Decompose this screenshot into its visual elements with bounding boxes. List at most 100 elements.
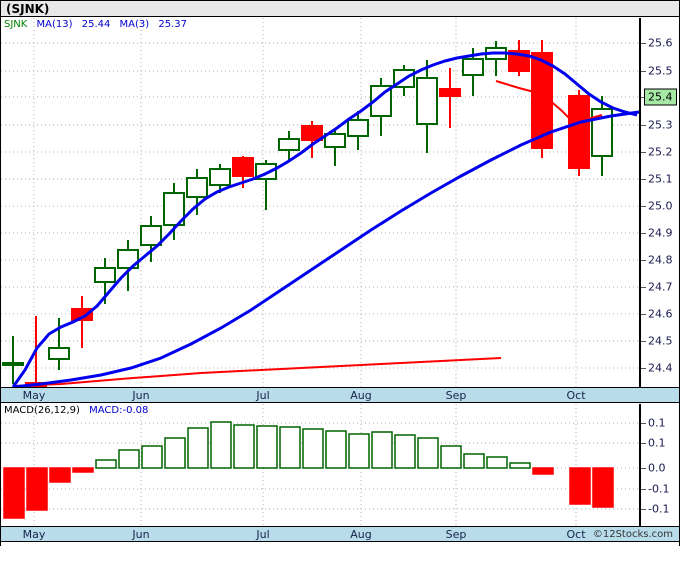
- axis-tick: [641, 43, 646, 44]
- candle: [568, 90, 590, 176]
- footer: ©12Stocks.com: [1, 529, 679, 562]
- macd-bar: [95, 459, 117, 469]
- month-label-may: May: [22, 528, 46, 541]
- macd-tick-label: 0.1: [648, 416, 666, 430]
- candle: [508, 40, 530, 76]
- macd-bar: [417, 437, 439, 469]
- macd-bar: [592, 467, 614, 508]
- macd-histogram-bars: [3, 421, 614, 519]
- title-bar: (SJNK): [1, 1, 679, 17]
- macd-y-axis: 0.1 0.1 0.0 -0.1 -0.1: [639, 404, 679, 526]
- price-tick-label: 24.7: [648, 280, 673, 294]
- macd-bar: [26, 467, 48, 511]
- macd-bar: [440, 445, 462, 469]
- macd-chart-panel: 0.1 0.1 0.0 -0.1 -0.1: [1, 404, 679, 526]
- axis-tick: [641, 509, 646, 510]
- month-label-may: May: [22, 389, 46, 402]
- month-label-aug: Aug: [350, 389, 372, 402]
- macd-tick-label: -0.1: [648, 482, 670, 496]
- macd-bar: [486, 456, 508, 469]
- axis-tick: [641, 468, 646, 469]
- macd-legend: MACD(26,12,9) MACD:-0.08: [4, 405, 154, 416]
- macd-vertical-gridlines: [33, 404, 577, 526]
- macd-plot-area: [1, 404, 639, 526]
- month-label-jul: Jul: [256, 528, 270, 541]
- macd-bar: [325, 430, 347, 469]
- macd-bar: [371, 431, 393, 469]
- candle: [324, 128, 346, 166]
- macd-bar: [187, 427, 209, 469]
- macd-bar: [348, 433, 370, 469]
- price-tick-label: 25.1: [648, 172, 673, 186]
- macd-bar: [532, 467, 554, 475]
- macd-bar: [164, 437, 186, 469]
- macd-value-label: MACD:-0.08: [89, 405, 149, 416]
- axis-tick: [641, 489, 646, 490]
- candlestick-series: [2, 40, 613, 387]
- axis-tick: [641, 179, 646, 180]
- macd-bar: [256, 425, 278, 469]
- month-label-oct: Oct: [566, 389, 586, 402]
- candle: [209, 164, 231, 193]
- axis-tick: [641, 260, 646, 261]
- macd-bar: [463, 453, 485, 469]
- price-tick-label: 24.6: [648, 307, 673, 321]
- macd-indicator-label: MACD(26,12,9): [4, 405, 80, 416]
- candle: [2, 336, 24, 384]
- price-y-axis: 25.6 25.5 25.4 25.3 25.2 25.1 25.0 24.9 …: [639, 18, 679, 387]
- price-tick-label: 25.6: [648, 36, 673, 50]
- price-tick-label: 25.2: [648, 145, 673, 159]
- month-label-sep: Sep: [445, 389, 467, 402]
- axis-tick: [641, 368, 646, 369]
- axis-tick: [641, 206, 646, 207]
- macd-bar: [569, 467, 591, 505]
- candle: [117, 240, 139, 291]
- price-tick-label: 24.9: [648, 226, 673, 240]
- axis-tick: [641, 341, 646, 342]
- month-label-jun: Jun: [132, 389, 150, 402]
- candle: [591, 96, 613, 176]
- legend-ma-short-value: 25.37: [158, 19, 188, 30]
- macd-x-axis-month-band: May Jun Jul Aug Sep Oct: [1, 526, 679, 542]
- stock-chart-window: (SJNK): [0, 0, 680, 546]
- month-label-oct: Oct: [566, 528, 586, 541]
- legend-ma-long-value: 25.44: [81, 19, 111, 30]
- price-tick-label: 24.4: [648, 361, 673, 375]
- axis-tick: [641, 233, 646, 234]
- price-tick-label: 25.5: [648, 64, 673, 78]
- macd-bar: [210, 421, 232, 469]
- candle: [140, 216, 162, 262]
- macd-bar: [3, 467, 25, 519]
- price-tick-label: 25.3: [648, 118, 673, 132]
- macd-bar: [72, 467, 94, 473]
- ma-long-secondary-line: [12, 110, 639, 387]
- candle: [301, 121, 323, 158]
- month-label-sep: Sep: [445, 528, 467, 541]
- price-current-value-label: 25.4: [644, 88, 677, 106]
- candle: [71, 296, 93, 348]
- macd-bar: [233, 424, 255, 469]
- candle: [255, 160, 277, 210]
- macd-bar: [49, 467, 71, 483]
- copyright-notice: ©12Stocks.com: [592, 529, 673, 540]
- macd-tick-label: 0.1: [648, 436, 666, 450]
- price-tick-label: 25.0: [648, 199, 673, 213]
- axis-tick: [641, 125, 646, 126]
- legend-symbol: SJNK: [4, 19, 28, 30]
- macd-bar: [394, 434, 416, 469]
- price-plot-area: [1, 18, 639, 387]
- ma-short-line: [12, 80, 603, 387]
- axis-tick: [641, 423, 646, 424]
- ma-long-line: [11, 51, 638, 387]
- macd-bar: [302, 428, 324, 469]
- axis-tick: [641, 443, 646, 444]
- legend-ma-long-label: MA(13): [36, 19, 73, 30]
- axis-tick: [641, 152, 646, 153]
- candle: [347, 111, 369, 150]
- price-vertical-gridlines: [33, 18, 577, 387]
- axis-tick: [641, 71, 646, 72]
- axis-tick: [641, 287, 646, 288]
- legend-ma-short-label: MA(3): [119, 19, 150, 30]
- month-label-jul: Jul: [256, 389, 270, 402]
- axis-tick: [641, 97, 646, 98]
